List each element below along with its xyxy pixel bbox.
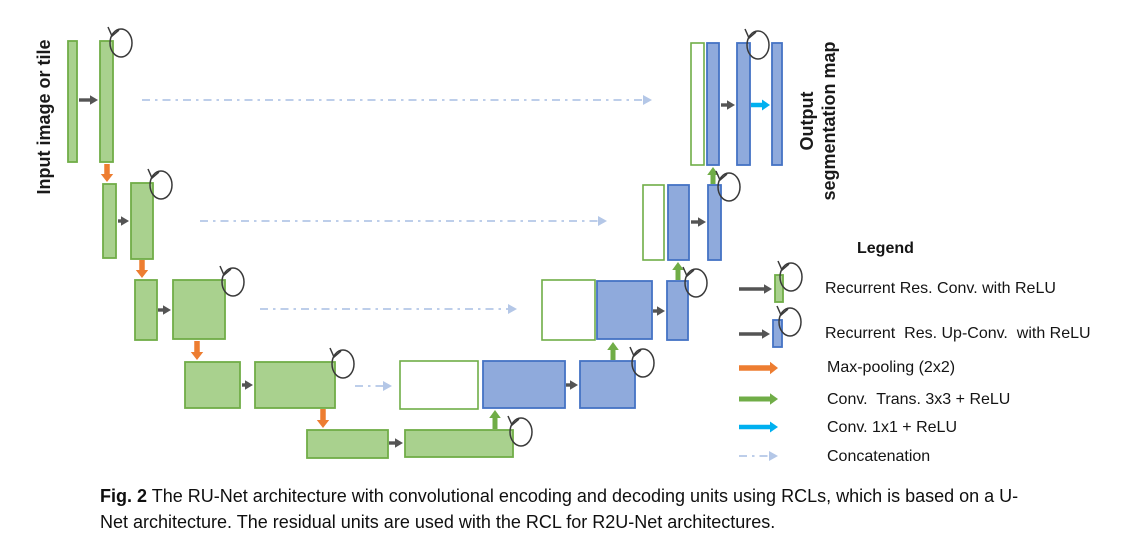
dec4-rrcu-rect-recurrent-loop-icon-arrowhead	[629, 346, 642, 358]
dec2-rrcu-rect-recurrent-loop-icon-arrowhead	[715, 170, 728, 182]
legend-rrcu-up-rect-icon-recurrent-loop-icon-arrowhead	[776, 305, 789, 317]
legend-title: Legend	[857, 240, 914, 257]
enc3-rrcu-rect-recurrent-loop-icon	[221, 267, 245, 297]
dec1-upconv-rect	[706, 42, 720, 166]
dec4-conv-arrow-head	[570, 380, 578, 390]
legend-item-conv-trans: Conv. Trans. 3x3 + ReLU	[827, 391, 1011, 408]
dec4-rrcu-rect	[579, 360, 636, 409]
dec3-rrcu-rect	[666, 280, 689, 341]
dec4-rrcu-rect-recurrent-loop-icon	[631, 348, 655, 378]
dec3-rrcu-rect-recurrent-loop-icon-arrowhead	[682, 266, 695, 278]
bottleneck-in-rect	[306, 429, 389, 459]
legend-upconv-arrow-icon-head	[762, 329, 770, 339]
output-segmentation-label: Output segmentation map	[796, 26, 840, 216]
upconv1-arrow-head	[707, 167, 719, 175]
legend-rrcu-rect-icon-recurrent-loop-icon	[779, 262, 803, 292]
dec1-rrcu-rect-recurrent-loop-icon	[746, 30, 770, 60]
enc4-rrcu-rect-recurrent-loop-icon	[331, 349, 355, 379]
dec1-conv-arrow-head	[727, 100, 735, 110]
legend-conv-arrow-icon-head	[764, 284, 772, 294]
enc4-rrcu-rect	[254, 361, 336, 409]
legend-item-recurrent-up-conv: Recurrent Res. Up-Conv. with ReLU	[825, 325, 1091, 342]
dec3-upconv-rect	[596, 280, 653, 340]
concat-skip2-arrow-head	[598, 216, 607, 226]
bottleneck-rrcu-rect-recurrent-loop-icon-arrowhead	[507, 415, 520, 427]
output-label-line1: Output	[797, 91, 817, 151]
legend-item-recurrent-conv: Recurrent Res. Conv. with ReLU	[825, 280, 1056, 297]
maxpool3-arrow-head	[190, 352, 204, 360]
concat-skip3-arrow-head	[508, 304, 517, 314]
legend-item-conv-1x1: Conv. 1x1 + ReLU	[827, 419, 957, 436]
enc3-in-rect	[134, 279, 158, 341]
enc4-in-rect	[184, 361, 241, 409]
legend-item-concatenation: Concatenation	[827, 448, 931, 465]
bottleneck-rrcu-rect	[404, 429, 514, 458]
output-label-line2: segmentation map	[819, 41, 839, 201]
dec1-concat-rect	[690, 42, 705, 166]
caption-figure-number: Fig. 2	[100, 486, 148, 506]
caption-text: The RU-Net architecture with convolution…	[100, 486, 1019, 532]
legend-maxpool-arrow-icon-head	[770, 361, 778, 375]
enc2-rrcu-rect-recurrent-loop-icon	[149, 170, 173, 200]
enc3-conv-arrow-head	[163, 305, 171, 315]
legend-concat-arrow-icon-head	[769, 451, 778, 461]
input-image-label: Input image or tile	[34, 39, 54, 195]
enc3-rrcu-rect-recurrent-loop-icon-arrowhead	[219, 265, 232, 277]
maxpool4-arrow-head	[316, 420, 330, 428]
enc2-conv-arrow-head	[121, 216, 129, 226]
concat-skip4-arrow-head	[383, 381, 392, 391]
legend-rrcu-rect-icon	[774, 274, 784, 303]
enc1-rrcu-rect-recurrent-loop-icon	[109, 28, 133, 58]
enc4-conv-arrow-head	[245, 380, 253, 390]
bottleneck-rrcu-rect-recurrent-loop-icon	[509, 417, 533, 447]
upconv2-arrow-head	[672, 262, 684, 270]
enc4-rrcu-rect-recurrent-loop-icon-arrowhead	[329, 347, 342, 359]
legend-rrcu-up-rect-icon	[772, 319, 783, 348]
figure-caption: Fig. 2 The RU-Net architecture with conv…	[100, 483, 1030, 535]
enc3-rrcu-rect	[172, 279, 226, 340]
dec2-conv-arrow-head	[698, 217, 706, 227]
legend-rrcu-rect-icon-recurrent-loop-icon-arrowhead	[777, 260, 790, 272]
dec1-rrcu-rect-recurrent-loop-icon-arrowhead	[744, 28, 757, 40]
dec3-rrcu-rect-recurrent-loop-icon	[684, 268, 708, 298]
dec3-concat-rect	[541, 279, 596, 341]
conv-1x1-output-arrow-head	[762, 99, 770, 111]
enc1-rrcu-rect	[99, 40, 114, 163]
upconv3-arrow-head	[607, 342, 619, 350]
output-map-rect	[771, 42, 783, 166]
legend-convtrans-arrow-icon-head	[770, 393, 778, 405]
enc1-conv-arrow-head	[90, 95, 98, 105]
maxpool1-arrow-head	[100, 174, 114, 182]
maxpool2-arrow-head	[135, 270, 149, 278]
dec2-upconv-rect	[667, 184, 690, 261]
enc2-rrcu-rect-recurrent-loop-icon-arrowhead	[147, 168, 160, 180]
dec4-concat-rect	[399, 360, 479, 410]
concat-skip1-arrow-head	[643, 95, 652, 105]
enc2-in-rect	[102, 183, 117, 259]
upconv4-arrow-head	[489, 410, 501, 418]
dec4-upconv-rect	[482, 360, 566, 409]
legend-conv1x1-arrow-icon-head	[770, 421, 778, 433]
dec2-rrcu-rect	[707, 184, 722, 261]
dec3-conv-arrow-head	[657, 306, 665, 316]
dec1-rrcu-rect	[736, 42, 751, 166]
dec2-concat-rect	[642, 184, 665, 261]
bottleneck-conv-arrow-head	[395, 438, 403, 448]
dec2-rrcu-rect-recurrent-loop-icon	[717, 172, 741, 202]
legend-item-max-pooling: Max-pooling (2x2)	[827, 359, 956, 376]
enc1-rrcu-rect-recurrent-loop-icon-arrowhead	[107, 26, 120, 38]
enc2-rrcu-rect	[130, 182, 154, 260]
legend-rrcu-up-rect-icon-recurrent-loop-icon	[778, 307, 802, 337]
input-image-rect	[67, 40, 78, 163]
